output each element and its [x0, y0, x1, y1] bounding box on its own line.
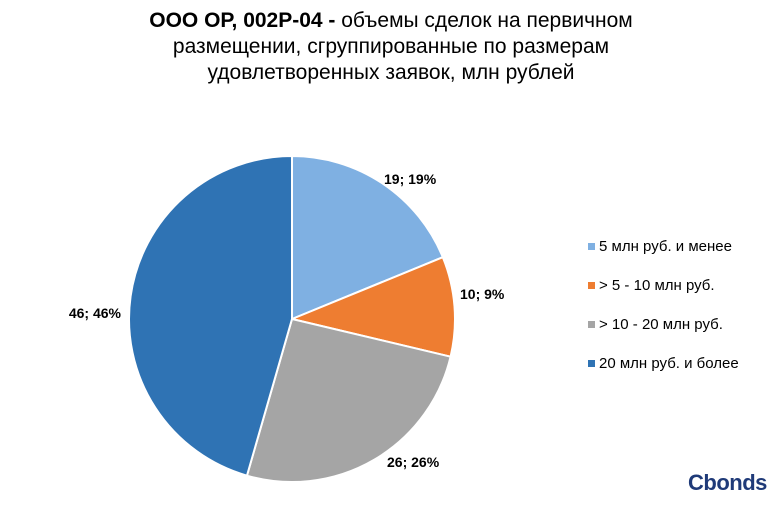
legend-item-le-5: 5 млн руб. и менее	[588, 233, 739, 259]
title-bold-part: ООО ОР, 002P-04 -	[149, 9, 336, 32]
legend-label-ge-20: 20 млн руб. и более	[599, 354, 739, 372]
pie-labels: 19; 19% 10; 9% 26; 26% 46; 46%	[69, 171, 505, 470]
legend-label-le-5: 5 млн руб. и менее	[599, 237, 732, 255]
legend-item-5-10: > 5 - 10 млн руб.	[588, 272, 739, 298]
slice-label-5-10: 10; 9%	[460, 286, 505, 302]
legend-swatch-le-5	[588, 242, 595, 250]
title-line-1: ООО ОР, 002P-04 - объемы сделок на перви…	[0, 8, 782, 34]
slice-label-10-20: 26; 26%	[387, 454, 440, 470]
pie-slice-5-10	[288, 255, 456, 358]
cbonds-logo: Cbonds	[688, 470, 767, 495]
title-line-2: размещении, сгруппированные по размерам	[172, 35, 610, 58]
slice-label-ge-20: 46; 46%	[69, 305, 122, 321]
pie-slice-le-5	[291, 154, 445, 321]
chart-legend: 5 млн руб. и менее > 5 - 10 млн руб. > 10 …	[588, 233, 739, 389]
legend-item-ge-20: 20 млн руб. и более	[588, 350, 739, 376]
legend-swatch-ge-20	[588, 359, 595, 367]
pie-slice-10-20	[245, 317, 452, 483]
chart-title: ООО ОР, 002P-04 - объемы сделок на перви…	[0, 8, 782, 86]
pie-slices	[128, 154, 456, 483]
legend-swatch-10-20	[588, 320, 595, 328]
slice-label-le-5: 19; 19%	[384, 171, 437, 187]
pie-slice-ge-20	[128, 154, 293, 477]
legend-label-10-20: > 10 - 20 млн руб.	[599, 315, 723, 333]
legend-swatch-5-10	[588, 281, 595, 289]
legend-label-5-10: > 5 - 10 млн руб.	[599, 276, 715, 294]
legend-item-10-20: > 10 - 20 млн руб.	[588, 311, 739, 337]
title-line-3: удовлетворенных заявок, млн рублей	[207, 61, 575, 84]
title-rest-part: объемы сделок на первичном	[335, 9, 633, 32]
